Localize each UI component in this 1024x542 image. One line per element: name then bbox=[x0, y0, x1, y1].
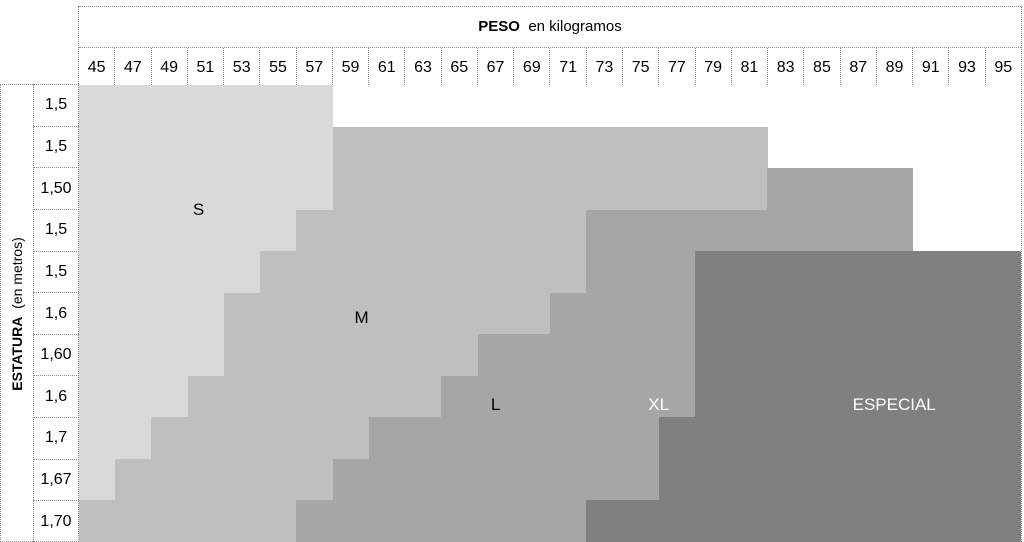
weight-tick-row: 45 47 49 51 53 55 57 59 61 63 65 67 69 71 73 75 77 79 81 83… bbox=[79, 48, 1021, 87]
zone-cell-s-row-5 bbox=[79, 292, 225, 335]
zone-cell-l-row-8 bbox=[368, 417, 660, 460]
weight-tick-65: 65 bbox=[442, 48, 478, 87]
grid-rule-corner-left bbox=[0, 84, 1, 542]
height-tick-row-5: 1,6 bbox=[33, 293, 79, 335]
zone-cell-m-row-4 bbox=[260, 251, 587, 294]
zone-cell-xl-row-10 bbox=[586, 500, 1021, 542]
weight-tick-69: 69 bbox=[514, 48, 551, 87]
height-tick-row-8: 1,7 bbox=[33, 418, 79, 460]
height-axis-title: ESTATURA (en metros) bbox=[0, 85, 33, 542]
weight-axis-title-rest: en kilogramos bbox=[519, 17, 622, 35]
zone-cell-s-row-6 bbox=[79, 334, 225, 377]
height-tick-row-4: 1,5 bbox=[33, 252, 79, 294]
zone-cell-l-row-7 bbox=[441, 375, 696, 418]
height-tick-row-0: 1,5 bbox=[33, 85, 79, 127]
height-tick-row-1: 1,5 bbox=[33, 127, 79, 169]
zone-cell-l-row-2 bbox=[767, 168, 913, 211]
zone-cell-s-row-8 bbox=[79, 417, 153, 460]
weight-tick-83: 83 bbox=[768, 48, 805, 87]
weight-tick-91: 91 bbox=[913, 48, 950, 87]
weight-tick-87: 87 bbox=[841, 48, 877, 87]
zone-cell-s-row-2 bbox=[79, 168, 334, 211]
height-tick-row-9: 1,67 bbox=[33, 460, 79, 502]
zone-cell-l-row-9 bbox=[332, 458, 660, 502]
height-tick-row-3: 1,5 bbox=[33, 210, 79, 252]
zone-cell-m-row-9 bbox=[115, 458, 334, 502]
height-tick-column: 1,5 1,5 1,50 1,5 1,5 1,6 1,60 1,6 1,7 1,67 1,70 bbox=[33, 85, 79, 542]
weight-tick-79: 79 bbox=[696, 48, 732, 87]
grid-rule-right bbox=[1021, 6, 1022, 542]
weight-axis-title-bold: PESO bbox=[478, 17, 520, 35]
height-tick-row-7: 1,6 bbox=[33, 376, 79, 419]
zone-cell-xl-row-6 bbox=[694, 334, 1021, 377]
weight-tick-67: 67 bbox=[478, 48, 515, 87]
grid-rule-label-top bbox=[0, 84, 79, 85]
zone-cell-l-row-4 bbox=[586, 251, 696, 294]
zone-cell-m-row-10 bbox=[79, 500, 297, 542]
weight-tick-85: 85 bbox=[804, 48, 841, 87]
zone-cell-m-row-3 bbox=[296, 209, 587, 252]
weight-tick-55: 55 bbox=[260, 48, 297, 87]
weight-tick-93: 93 bbox=[949, 48, 986, 87]
height-tick-row-6: 1,60 bbox=[33, 335, 79, 377]
zone-cell-xl-row-7 bbox=[694, 375, 1021, 418]
zone-cell-l-row-5 bbox=[550, 292, 696, 335]
grid-rule-left bbox=[78, 6, 79, 542]
zone-cell-s-row-1 bbox=[79, 126, 334, 169]
zone-cell-m-row-6 bbox=[223, 334, 479, 377]
grid-rule-top bbox=[79, 6, 1021, 7]
weight-axis-title: PESO en kilogramos bbox=[79, 8, 1021, 44]
zone-cell-s-row-0 bbox=[79, 85, 334, 128]
zone-cell-xl-row-9 bbox=[658, 458, 1021, 502]
zone-cell-xl-row-8 bbox=[658, 417, 1021, 460]
height-axis-title-bold: ESTATURA bbox=[8, 316, 25, 391]
zone-cell-m-row-2 bbox=[332, 168, 768, 211]
weight-tick-89: 89 bbox=[877, 48, 914, 87]
zone-cell-s-row-9 bbox=[79, 458, 116, 502]
weight-tick-95: 95 bbox=[994, 58, 1013, 76]
weight-tick-81: 81 bbox=[732, 48, 769, 87]
zone-cell-s-row-4 bbox=[79, 251, 261, 294]
weight-tick-45: 45 bbox=[79, 48, 116, 87]
weight-tick-59: 59 bbox=[333, 48, 370, 87]
zone-cell-s-row-7 bbox=[79, 375, 189, 418]
zone-cell-xl-row-4 bbox=[694, 251, 1021, 294]
zone-cell-m-row-7 bbox=[187, 375, 442, 418]
zone-cell-l-row-10 bbox=[296, 500, 587, 542]
weight-tick-77: 77 bbox=[659, 48, 696, 87]
zone-cell-l-row-3 bbox=[586, 209, 913, 252]
weight-tick-51: 51 bbox=[188, 48, 225, 87]
weight-tick-57: 57 bbox=[297, 48, 333, 87]
zone-cell-m-row-8 bbox=[151, 417, 370, 460]
zone-cell-m-row-1 bbox=[332, 126, 768, 169]
height-tick-row-10: 1,70 bbox=[40, 512, 72, 530]
weight-tick-53: 53 bbox=[224, 48, 261, 87]
grid-rule-header-split bbox=[79, 47, 1021, 48]
height-axis-title-rest: (en metros) bbox=[8, 236, 25, 317]
zone-cell-xl-row-5 bbox=[694, 292, 1021, 335]
weight-tick-63: 63 bbox=[405, 48, 442, 87]
weight-tick-61: 61 bbox=[369, 48, 406, 87]
weight-tick-73: 73 bbox=[587, 48, 623, 87]
zone-cell-m-row-5 bbox=[223, 292, 551, 335]
grid-rule-corner-mid bbox=[33, 84, 34, 542]
zone-cell-l-row-6 bbox=[477, 334, 696, 377]
size-zone-plot: S M L XL ESPECIAL bbox=[79, 85, 1021, 542]
height-tick-row-2: 1,50 bbox=[33, 168, 79, 210]
weight-tick-75: 75 bbox=[623, 48, 660, 87]
zone-cell-s-row-3 bbox=[79, 209, 297, 252]
weight-tick-49: 49 bbox=[152, 48, 188, 87]
weight-tick-71: 71 bbox=[550, 48, 587, 87]
weight-tick-47: 47 bbox=[115, 48, 152, 87]
